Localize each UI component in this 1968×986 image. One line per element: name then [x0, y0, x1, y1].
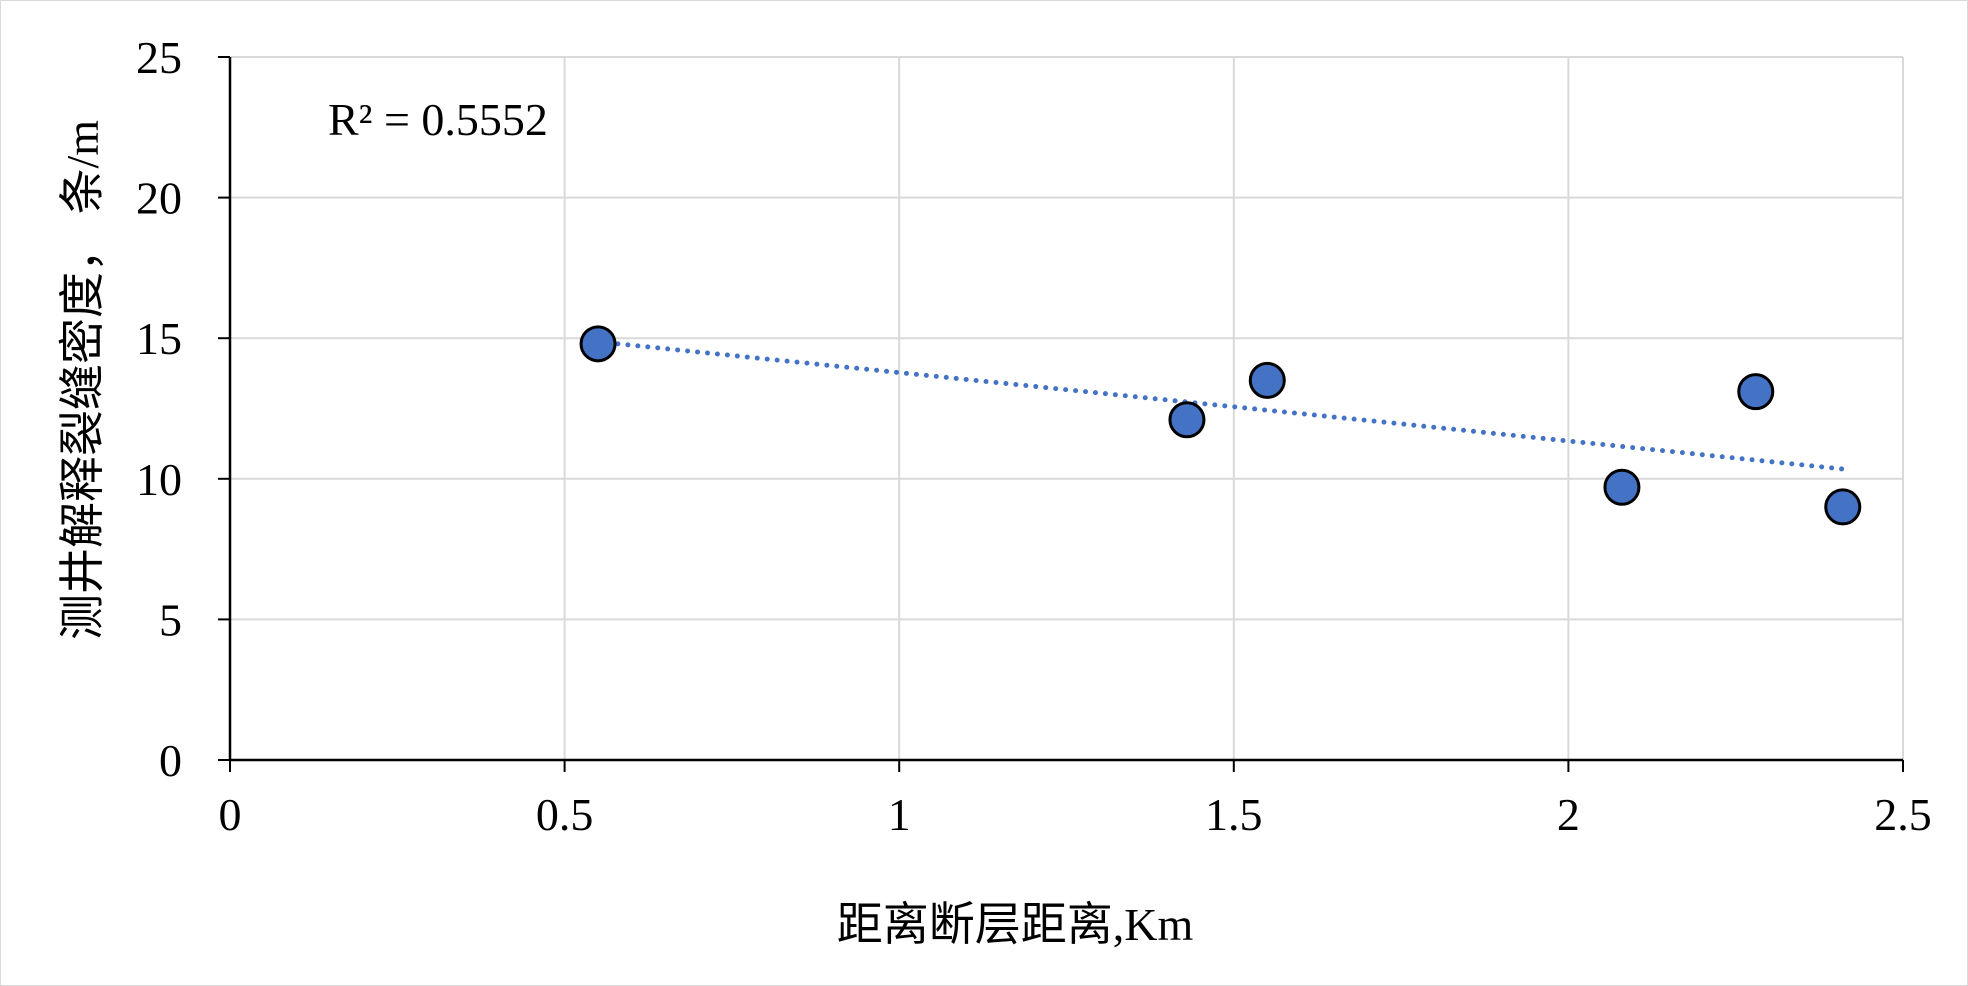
data-point: [1248, 361, 1286, 399]
data-point: [1168, 401, 1206, 439]
data-points: [579, 325, 1862, 526]
data-point: [1603, 468, 1641, 506]
data-point: [1824, 488, 1862, 526]
x-tick-label: 2: [1557, 789, 1580, 840]
y-axis-title: 测井解释裂缝密度， 条/m: [57, 120, 108, 640]
x-axis-title: 距离断层距离,Km: [837, 899, 1194, 950]
x-tick-label: 2.5: [1874, 789, 1932, 840]
trendline-layer: [595, 339, 1846, 472]
axes: [218, 56, 1904, 772]
r-squared-annotation: R² = 0.5552: [328, 94, 548, 145]
data-point: [1737, 373, 1775, 411]
y-tick-label: 25: [136, 32, 182, 83]
x-tick-label: 1.5: [1205, 789, 1263, 840]
gridlines: [230, 56, 1904, 760]
y-tick-label: 5: [159, 594, 182, 645]
trendline: [595, 339, 1846, 472]
x-tick-label: 0.5: [536, 789, 594, 840]
data-point: [579, 325, 617, 363]
x-tick-label: 0: [219, 789, 242, 840]
tick-labels: 0 0.5 1 1.5 2 2.5 0 5 10 15 20 25: [136, 32, 1932, 840]
y-tick-label: 0: [159, 735, 182, 786]
y-tick-label: 10: [136, 454, 182, 505]
y-tick-label: 15: [136, 313, 182, 364]
x-tick-label: 1: [888, 789, 911, 840]
y-tick-label: 20: [136, 173, 182, 224]
